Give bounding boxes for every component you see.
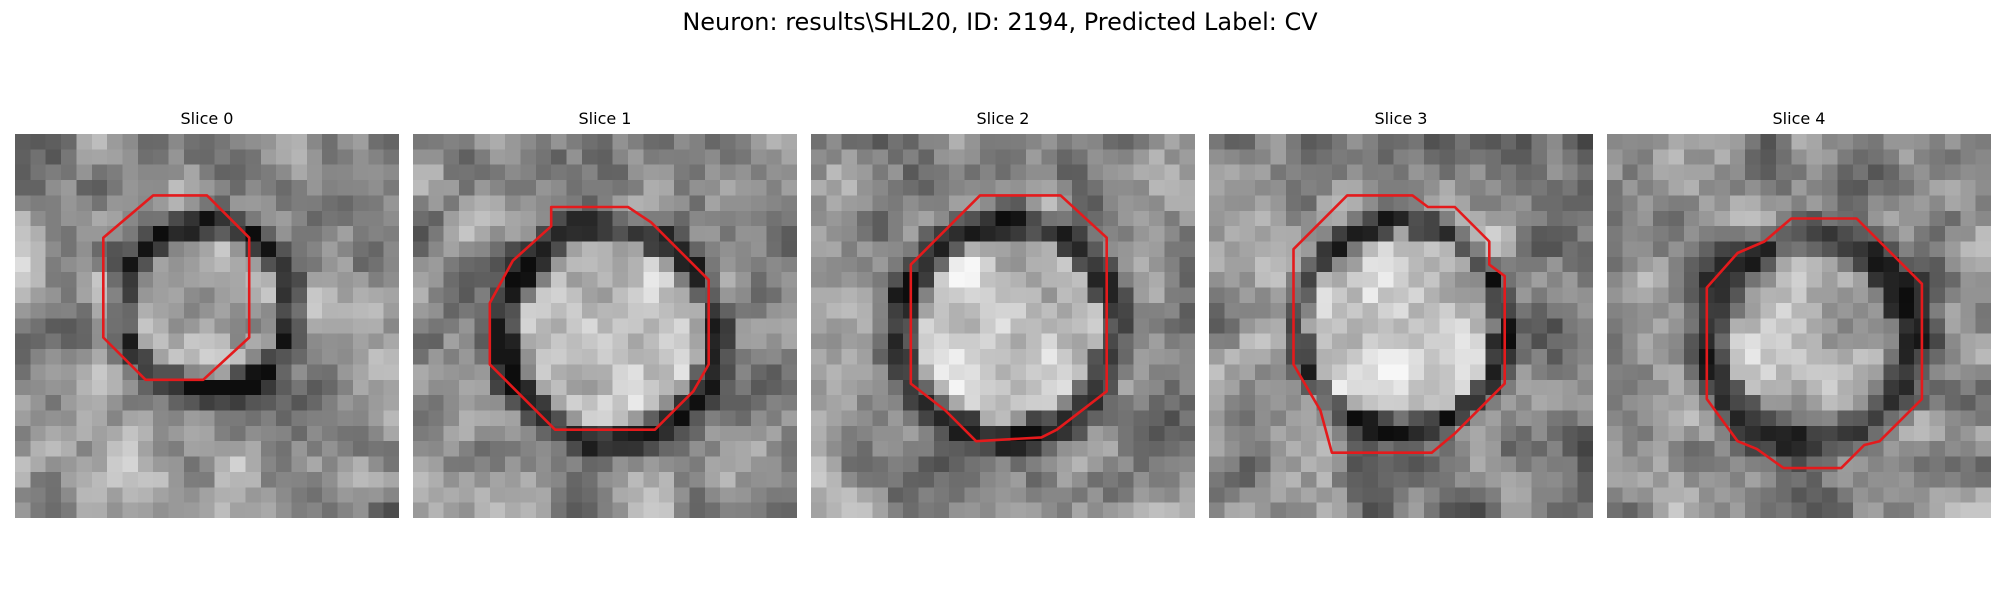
pixel-grid (811, 134, 1195, 518)
slice-title-4: Slice 4 (1772, 109, 1826, 128)
slice-image-4-svg (1607, 134, 1991, 518)
slice-image-0 (15, 134, 399, 518)
contour-outline (488, 205, 711, 432)
slice-image-2-svg (811, 134, 1195, 518)
pixel-grid (1209, 134, 1593, 518)
slice-image-4 (1607, 134, 1991, 518)
contour-outline (1705, 217, 1924, 470)
slice-title-1: Slice 1 (578, 109, 632, 128)
pixel-grid (413, 134, 797, 518)
slice-image-2 (811, 134, 1195, 518)
pixel-grid (1607, 134, 1991, 518)
slice-image-3 (1209, 134, 1593, 518)
slice-image-1 (413, 134, 797, 518)
slice-image-0-svg (15, 134, 399, 518)
slice-image-1-svg (413, 134, 797, 518)
slice-title-3: Slice 3 (1374, 109, 1428, 128)
figure-title: Neuron: results\SHL20, ID: 2194, Predict… (682, 8, 1318, 36)
contour-outline (1292, 194, 1507, 455)
slice-image-3-svg (1209, 134, 1593, 518)
contour-outline (102, 194, 251, 382)
slice-title-0: Slice 0 (180, 109, 234, 128)
pixel-grid (15, 134, 399, 518)
contour-outline (909, 194, 1109, 443)
slice-title-2: Slice 2 (976, 109, 1030, 128)
